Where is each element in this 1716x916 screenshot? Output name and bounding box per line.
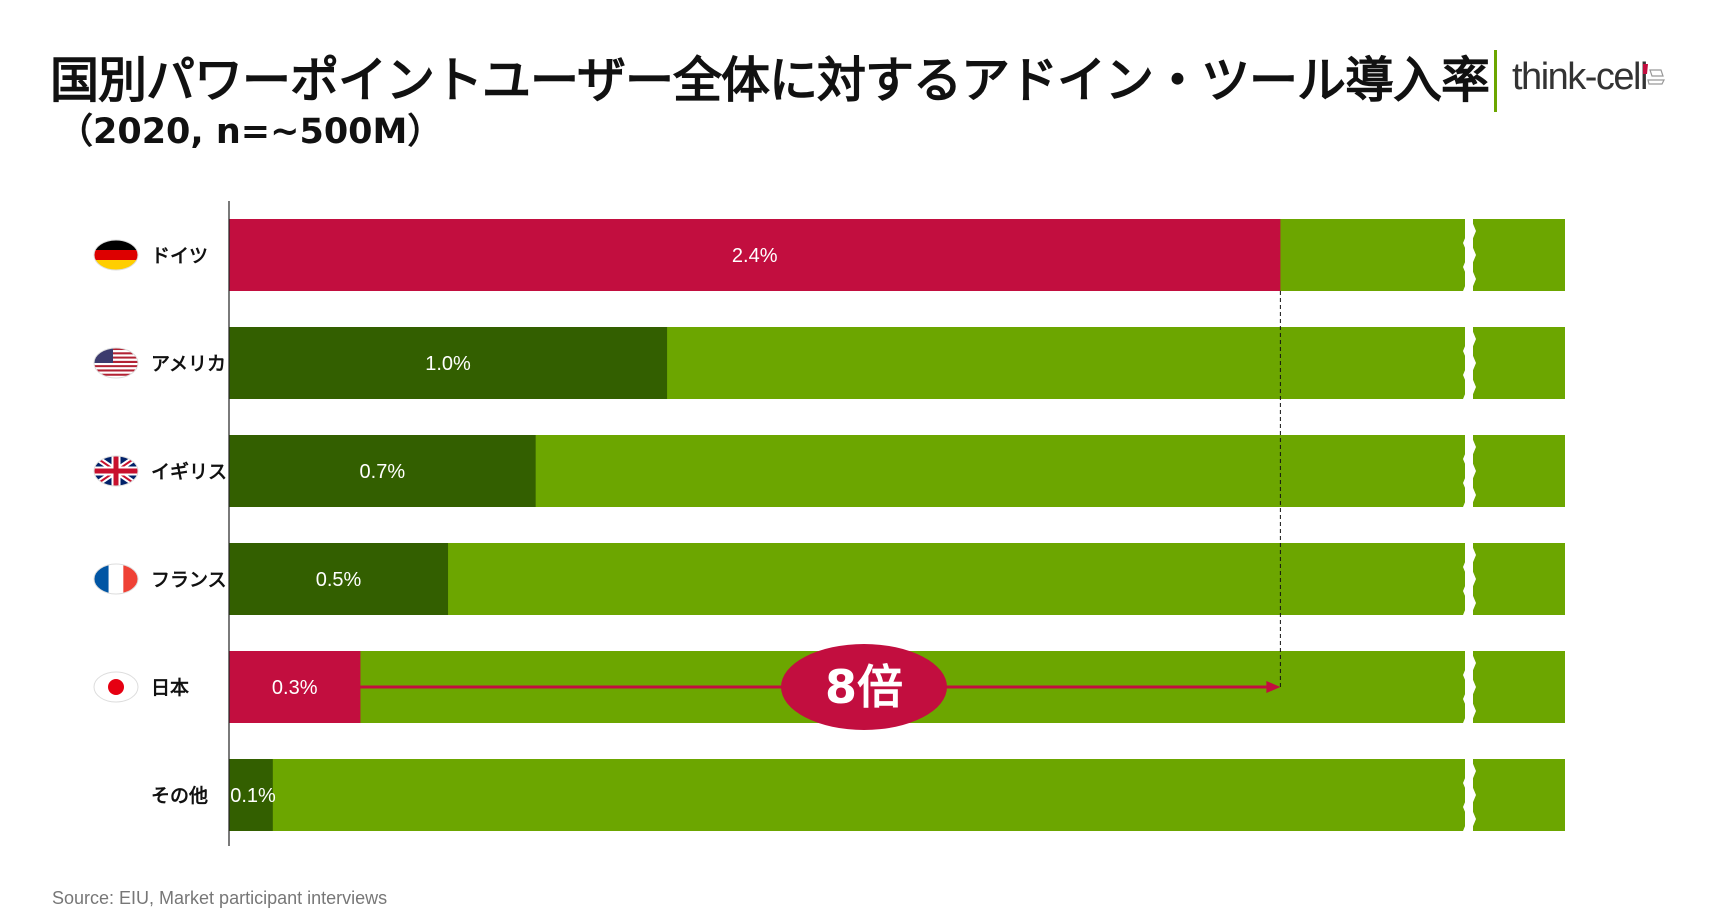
- axis-break-mark: [1463, 651, 1476, 723]
- data-label: 1.0%: [425, 353, 471, 375]
- bar-value: [229, 327, 668, 399]
- data-label: 2.4%: [732, 245, 778, 267]
- bar-total-continued: [1473, 219, 1565, 291]
- bar-row: 0.7% イギリス: [151, 435, 1565, 507]
- source-note: Source: EIU, Market participant intervie…: [52, 888, 388, 908]
- category-label: イギリス: [151, 461, 227, 483]
- flag-stripe: [94, 375, 138, 378]
- bar-total-continued: [1473, 651, 1565, 723]
- flag-stripe: [94, 365, 138, 368]
- category-label: その他: [151, 784, 208, 807]
- category-label: 日本: [151, 676, 189, 699]
- bar-row: 2.4% ドイツ: [151, 219, 1565, 291]
- flag-stripe: [94, 352, 138, 355]
- flag-stripe: [94, 367, 138, 370]
- category-label: ドイツ: [151, 245, 208, 267]
- france-flag-icon: [93, 563, 139, 595]
- bar-value: [229, 651, 361, 723]
- flag-cross-red: [94, 456, 138, 486]
- flag-stripe: [108, 564, 124, 594]
- flag-stripe: [94, 358, 138, 361]
- flag-fill: [94, 564, 138, 594]
- usa-flag-icon: [93, 347, 139, 379]
- category-label: フランス: [151, 569, 227, 591]
- flag-outline: [93, 671, 139, 703]
- bar-row: 0.1% その他: [151, 759, 1565, 831]
- page-subtitle: （2020, n=~500M）: [58, 112, 443, 152]
- bar-value: [229, 759, 273, 831]
- bar-total-continued: [1473, 759, 1565, 831]
- brand-name: think-cell: [1512, 56, 1648, 98]
- germany-flag-icon: [93, 239, 139, 271]
- flag-stripe: [94, 564, 109, 594]
- difference-arrow-head: [1266, 681, 1281, 693]
- bar-row: 1.0% アメリカ: [151, 327, 1565, 399]
- flag-stripe: [94, 354, 138, 357]
- flag-stripe: [94, 250, 138, 260]
- bar-value: [229, 543, 449, 615]
- bar-total-continued: [1473, 435, 1565, 507]
- bar-total-continued: [1473, 327, 1565, 399]
- brand-divider: [1494, 50, 1497, 112]
- bar-row: 0.5% フランス: [151, 543, 1565, 615]
- japan-flag-icon: [93, 671, 139, 703]
- flag-stripe: [94, 348, 138, 351]
- flag-stripe: [123, 564, 138, 594]
- flag-outline: [93, 347, 139, 379]
- difference-label: 8倍: [825, 660, 903, 714]
- flag-stripe: [94, 360, 138, 363]
- flag-stripe: [94, 371, 138, 374]
- flag-stripe: [94, 260, 138, 270]
- flag-stripe: [94, 350, 138, 353]
- axis-break-mark: [1463, 219, 1476, 291]
- flag-outline: [93, 239, 139, 271]
- flag-stripe: [94, 356, 138, 359]
- axis-break-mark: [1463, 327, 1476, 399]
- page-title: 国別パワーポイントユーザー全体に対するアドイン・ツール導入率: [50, 52, 1490, 109]
- axis-break-mark: [1463, 759, 1476, 831]
- bar-total-continued: [1473, 543, 1565, 615]
- flag-stripe: [94, 373, 138, 376]
- flag-outline: [93, 455, 139, 487]
- bar-total: [229, 759, 1465, 831]
- flag-fill: [94, 348, 138, 378]
- category-label: アメリカ: [151, 353, 226, 375]
- flag-outline: [93, 563, 139, 595]
- axis-break-mark: [1463, 543, 1476, 615]
- bar-value: [229, 435, 536, 507]
- brand-mark-icon: [1643, 64, 1665, 85]
- bar-value: [229, 219, 1281, 291]
- bar-chart: 2.4% ドイツ 1.0% アメリカ 0.7% イギリス 0.5% フランス 0.3% 日本 0.1…: [93, 201, 1565, 846]
- flag-disc: [108, 679, 124, 695]
- data-label: 0.3%: [272, 677, 318, 699]
- difference-bubble: [781, 644, 947, 730]
- data-label: 0.7%: [360, 461, 406, 483]
- flag-fill: [94, 672, 138, 702]
- flag-stripe: [94, 363, 138, 366]
- uk-flag-icon: [93, 455, 139, 487]
- flag-stripe: [94, 369, 138, 372]
- data-label: 0.5%: [316, 569, 362, 591]
- axis-break-mark: [1463, 435, 1476, 507]
- data-label: 0.1%: [230, 785, 276, 807]
- flag-fill: [94, 240, 138, 270]
- flag-stripe: [94, 240, 138, 250]
